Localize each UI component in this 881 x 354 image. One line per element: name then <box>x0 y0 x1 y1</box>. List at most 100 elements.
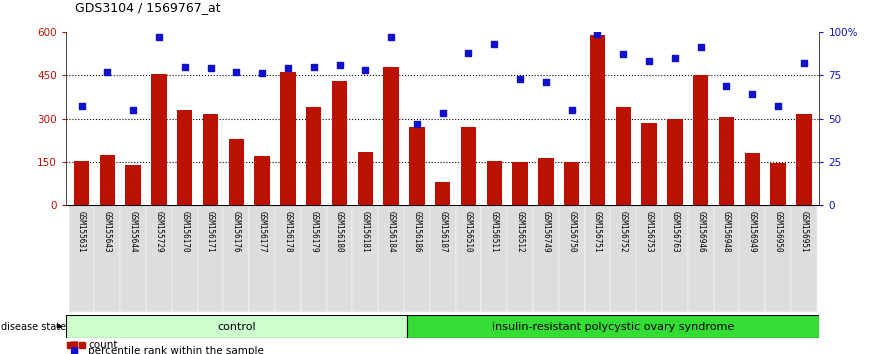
Point <box>204 65 218 71</box>
Bar <box>152 74 167 205</box>
Text: GSM156750: GSM156750 <box>567 211 576 252</box>
Text: ■: ■ <box>69 340 78 350</box>
Text: GSM155631: GSM155631 <box>77 211 86 252</box>
Point <box>359 67 373 73</box>
Text: GSM156171: GSM156171 <box>206 211 215 252</box>
Point <box>384 34 398 40</box>
Point <box>745 91 759 97</box>
Text: GSM156512: GSM156512 <box>515 211 524 252</box>
Bar <box>378 205 404 312</box>
Point <box>590 31 604 36</box>
Point <box>513 76 527 81</box>
Bar <box>616 107 631 205</box>
Text: GSM156186: GSM156186 <box>412 211 421 252</box>
Bar <box>667 119 683 205</box>
Bar <box>74 160 89 205</box>
Bar <box>404 205 430 312</box>
Text: control: control <box>217 321 255 332</box>
Text: GSM156946: GSM156946 <box>696 211 705 252</box>
Bar <box>120 205 146 312</box>
Bar <box>739 205 766 312</box>
Text: GSM156752: GSM156752 <box>618 211 628 252</box>
Bar <box>585 205 611 312</box>
Bar <box>224 205 249 312</box>
Point <box>771 104 785 109</box>
Text: GSM155643: GSM155643 <box>103 211 112 252</box>
Bar <box>228 139 244 205</box>
Bar <box>641 123 657 205</box>
Bar <box>255 156 270 205</box>
Text: GSM156511: GSM156511 <box>490 211 499 252</box>
Bar <box>564 162 580 205</box>
Text: GSM156510: GSM156510 <box>464 211 473 252</box>
Point <box>152 34 166 40</box>
Bar <box>146 205 172 312</box>
Bar <box>197 205 224 312</box>
Bar <box>275 205 300 312</box>
Bar <box>249 205 275 312</box>
Point <box>487 41 501 47</box>
Bar <box>125 165 141 205</box>
Text: GSM156176: GSM156176 <box>232 211 241 252</box>
Text: GSM156170: GSM156170 <box>181 211 189 252</box>
Bar <box>100 155 115 205</box>
Text: GSM156180: GSM156180 <box>335 211 344 252</box>
Point <box>462 50 476 56</box>
Text: GSM156177: GSM156177 <box>257 211 267 252</box>
Bar <box>688 205 714 312</box>
Bar <box>352 205 378 312</box>
Bar <box>481 205 507 312</box>
Bar <box>409 127 425 205</box>
Point <box>796 60 811 66</box>
Text: GDS3104 / 1569767_at: GDS3104 / 1569767_at <box>75 1 220 14</box>
Bar <box>435 182 450 205</box>
Bar <box>662 205 688 312</box>
Bar <box>455 205 481 312</box>
Text: GSM156753: GSM156753 <box>645 211 654 252</box>
Bar <box>693 75 708 205</box>
Point <box>410 121 424 127</box>
Bar <box>507 205 533 312</box>
Bar <box>770 164 786 205</box>
Text: GSM156178: GSM156178 <box>284 211 292 252</box>
Bar <box>538 158 553 205</box>
Bar <box>719 117 734 205</box>
Point <box>642 58 656 64</box>
Point <box>307 64 321 69</box>
Bar <box>280 72 296 205</box>
Point <box>229 69 243 75</box>
Bar <box>383 67 399 205</box>
Bar <box>66 315 407 338</box>
Bar <box>327 205 352 312</box>
Point <box>126 107 140 113</box>
Point <box>100 69 115 75</box>
Bar <box>636 205 662 312</box>
Bar <box>744 153 760 205</box>
Point <box>75 104 89 109</box>
Text: GSM155644: GSM155644 <box>129 211 137 252</box>
Bar <box>94 205 120 312</box>
Text: GSM156184: GSM156184 <box>387 211 396 252</box>
Text: GSM156751: GSM156751 <box>593 211 602 252</box>
Point <box>332 62 346 68</box>
Bar <box>69 205 94 312</box>
Text: GSM156749: GSM156749 <box>542 211 551 252</box>
Point <box>178 64 192 69</box>
Text: GSM156181: GSM156181 <box>361 211 370 252</box>
Bar <box>796 114 811 205</box>
Text: GSM156763: GSM156763 <box>670 211 679 252</box>
Bar <box>714 205 739 312</box>
Text: GSM156948: GSM156948 <box>722 211 731 252</box>
Text: GSM156187: GSM156187 <box>438 211 448 252</box>
Text: ■: ■ <box>69 346 78 354</box>
Bar <box>533 205 559 312</box>
Point <box>693 45 707 50</box>
Bar <box>611 205 636 312</box>
Point <box>539 79 553 85</box>
Bar <box>766 205 791 312</box>
Point <box>435 110 449 116</box>
Bar <box>559 205 585 312</box>
Text: GSM156950: GSM156950 <box>774 211 782 252</box>
Bar <box>407 315 819 338</box>
Text: percentile rank within the sample: percentile rank within the sample <box>88 346 264 354</box>
